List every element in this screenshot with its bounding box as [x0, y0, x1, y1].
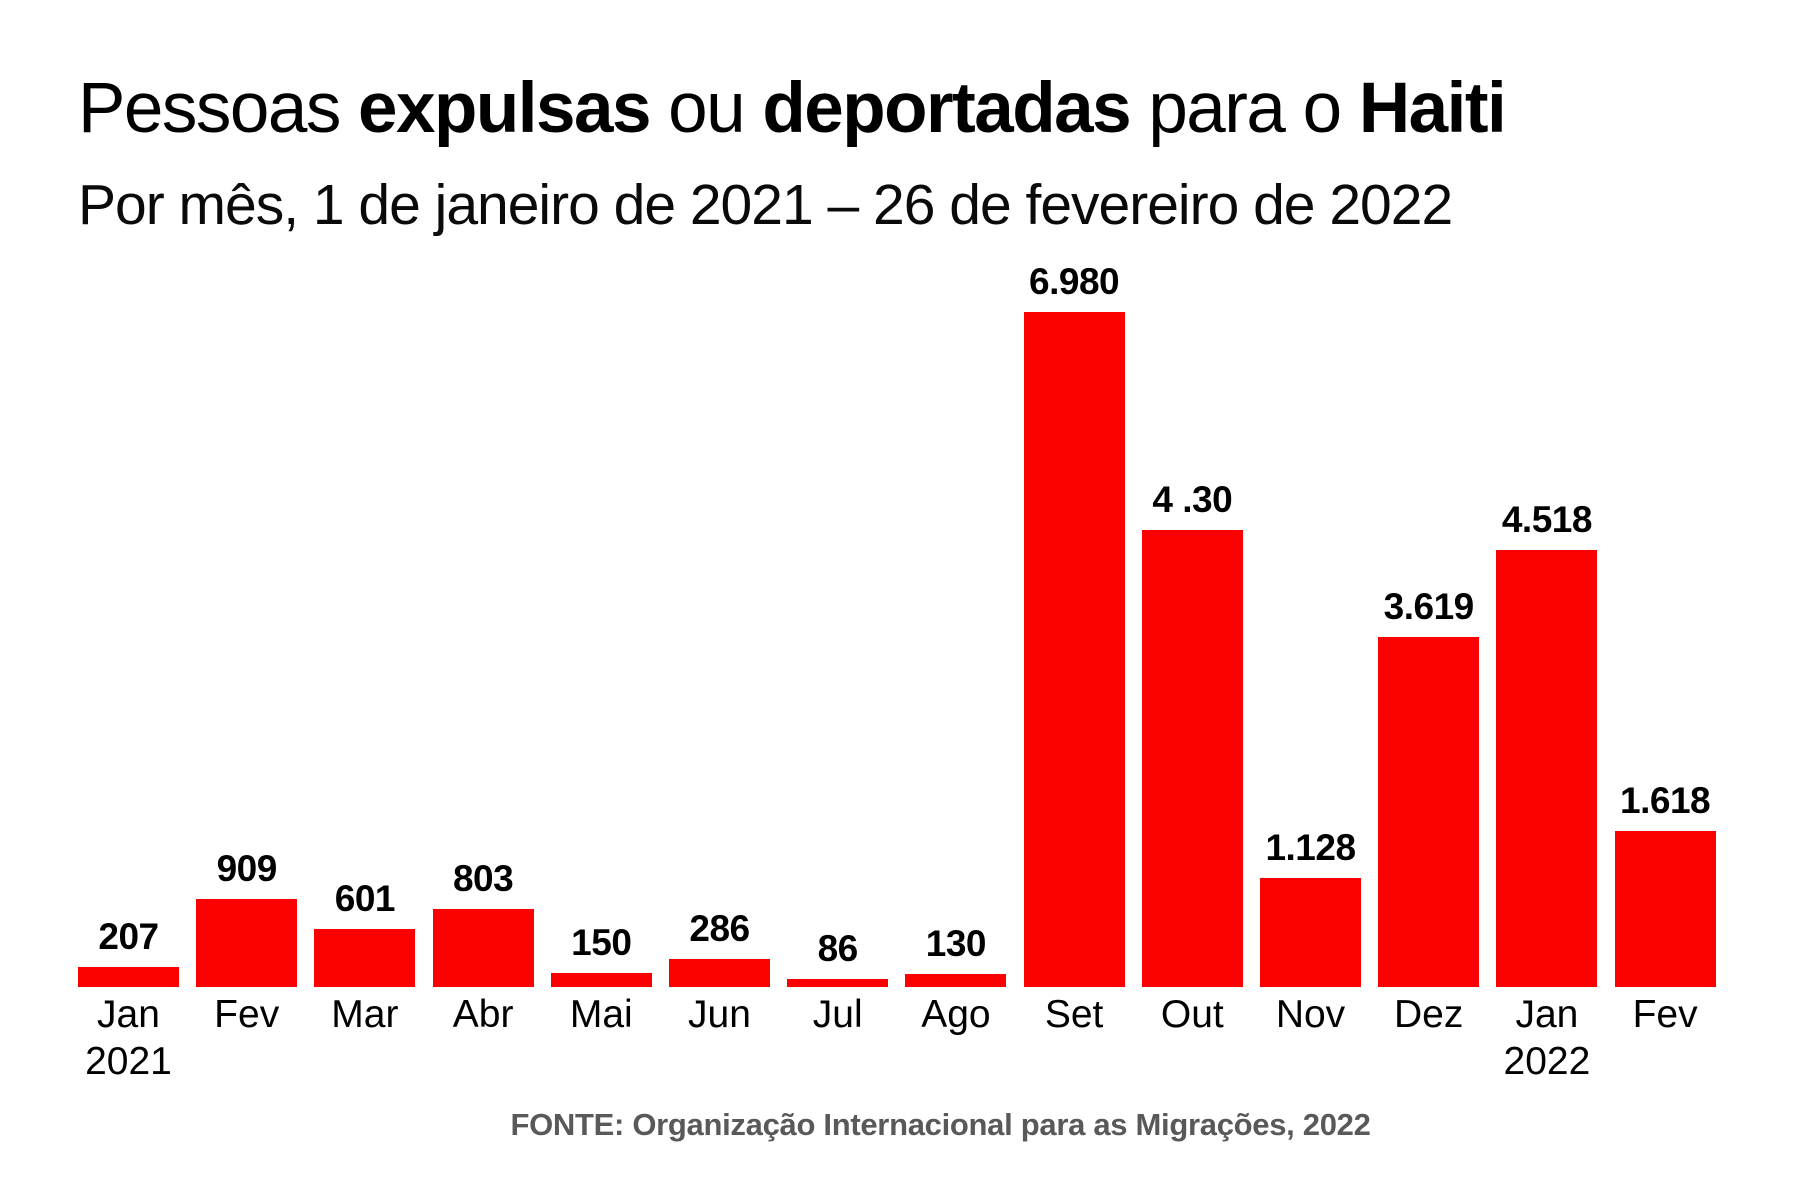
bar	[1260, 877, 1361, 987]
title-segment: para o	[1130, 69, 1359, 148]
chart-title: Pessoas expulsas ou deportadas para o Ha…	[78, 69, 1507, 148]
x-axis-year-label: 2021	[85, 1040, 172, 1083]
bar-value-label: 6.980	[1029, 261, 1120, 302]
title-bold-segment: Haiti	[1358, 69, 1507, 148]
title-segment: ou	[649, 69, 763, 148]
bar	[314, 928, 416, 987]
x-axis-label: Jan	[1515, 993, 1579, 1036]
bar	[905, 974, 1007, 987]
x-axis-label: Abr	[452, 993, 514, 1036]
bar	[669, 959, 770, 987]
x-axis-label: Jan	[97, 993, 160, 1036]
x-axis-label: Jun	[688, 993, 751, 1036]
bar-value-label: 1.618	[1620, 779, 1711, 821]
bar	[1378, 637, 1480, 987]
bar-value-label: 86	[817, 927, 859, 969]
bar	[1141, 529, 1243, 987]
bar	[1496, 550, 1598, 987]
x-axis-label: Mar	[331, 993, 399, 1036]
source-note: FONTE: Organização Internacional para as…	[510, 1107, 1371, 1142]
bar-value-label: 286	[689, 908, 750, 950]
x-axis-label: Set	[1044, 993, 1104, 1036]
bar-value-label: 150	[571, 921, 632, 963]
bar	[550, 972, 652, 987]
x-axis-label: Fev	[214, 993, 280, 1036]
bar-value-label: 130	[925, 923, 987, 965]
x-axis-label: Fev	[1632, 993, 1698, 1036]
bar	[432, 909, 534, 987]
bar-value-label: 3.619	[1383, 586, 1475, 627]
bar-value-label: 1.128	[1265, 826, 1356, 868]
x-axis-label: Jul	[812, 993, 863, 1036]
x-axis-year-label: 2022	[1503, 1040, 1591, 1083]
title-bold-segment: deportadas	[762, 69, 1131, 148]
bar	[196, 899, 298, 987]
title-bold-segment: expulsas	[358, 69, 651, 148]
x-axis-label: Ago	[921, 993, 991, 1036]
x-axis-label: Nov	[1275, 993, 1346, 1036]
chart-subtitle: Por mês, 1 de janeiro de 2021 – 26 de fe…	[78, 173, 1453, 237]
bar-value-label: 4.518	[1501, 499, 1593, 541]
bar-value-label: 601	[334, 877, 396, 919]
bar	[78, 967, 179, 987]
bar-value-label: 4 .30	[1152, 478, 1233, 520]
x-axis-label: Mai	[569, 993, 633, 1036]
bar-value-label: 207	[98, 916, 159, 957]
bar-value-label: 909	[216, 848, 278, 890]
x-axis-label: Dez	[1394, 993, 1464, 1036]
bar	[1614, 830, 1716, 987]
x-axis-label: Out	[1160, 993, 1224, 1036]
bar-value-label: 803	[452, 858, 514, 900]
bar	[1023, 312, 1125, 987]
title-segment: Pessoas	[78, 69, 359, 148]
bar	[787, 978, 889, 987]
